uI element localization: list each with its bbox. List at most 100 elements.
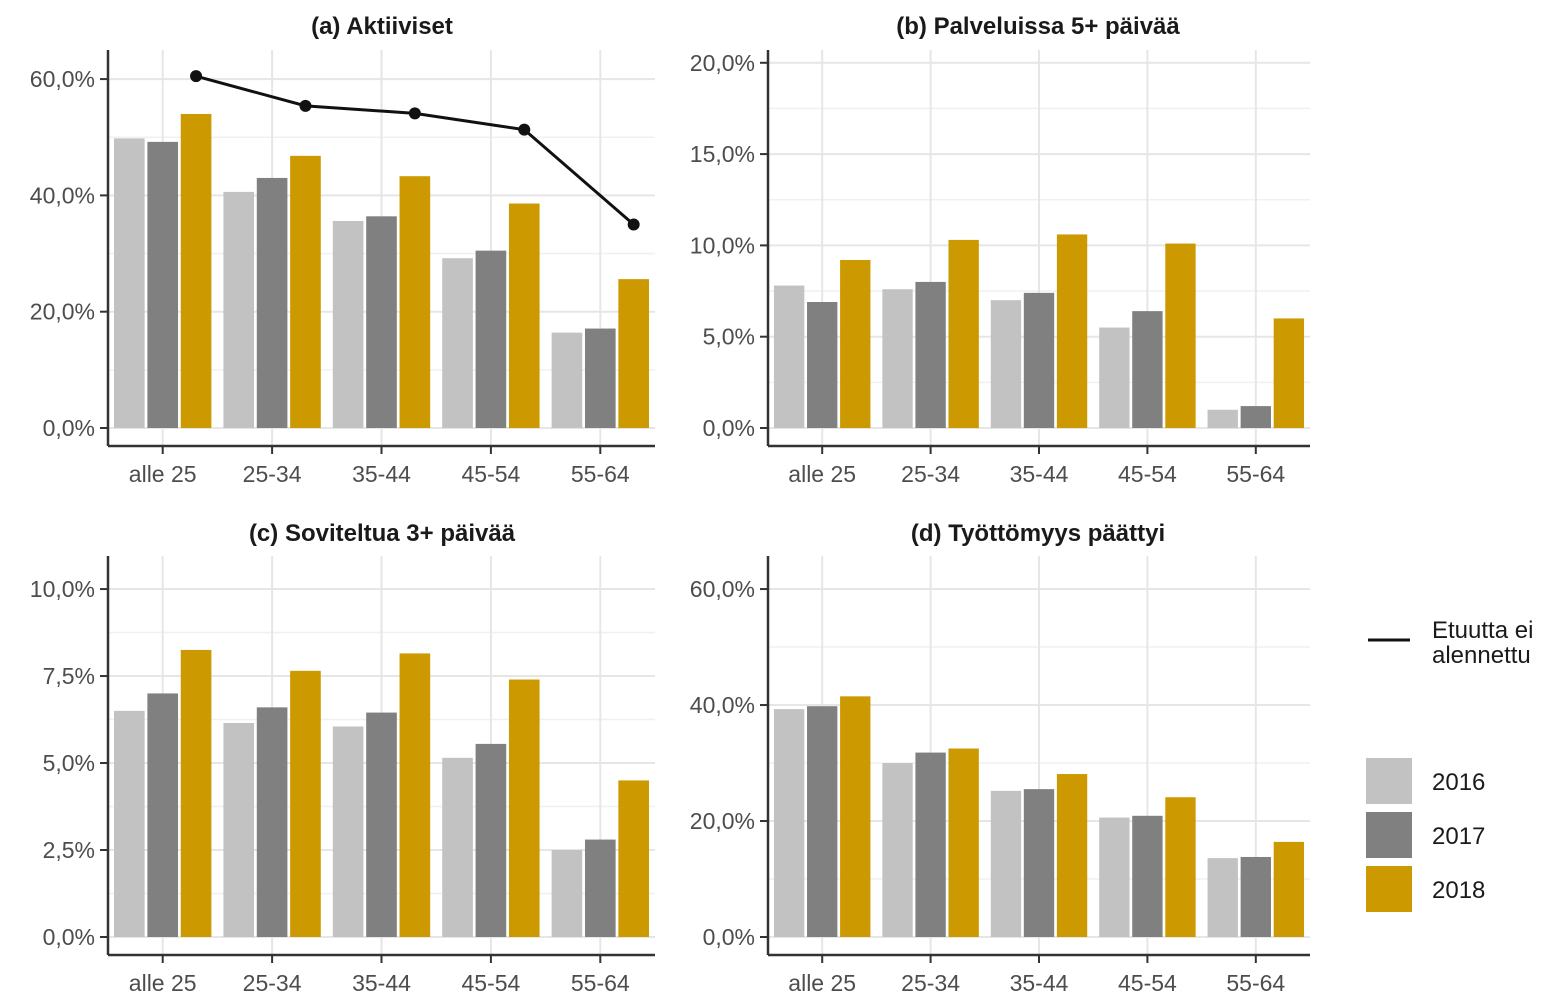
bar-2016-55-64 — [1207, 409, 1238, 428]
x-tick-label: alle 25 — [129, 461, 197, 487]
bar-2016-alle-25 — [114, 138, 145, 428]
x-tick-label: 45-54 — [461, 461, 520, 487]
x-tick-label: 25-34 — [243, 970, 302, 996]
bar-2017-45-54 — [1132, 311, 1163, 428]
bar-2017-alle-25 — [807, 706, 838, 937]
panel-title: (a) Aktiiviset — [311, 13, 453, 40]
bar-2018-45-54 — [508, 679, 540, 937]
y-tick-label: 40,0% — [690, 692, 755, 718]
bar-2017-35-44 — [1023, 789, 1055, 937]
panel-3: 0,0% 2,5% 5,0% 7,5% 10,0% alle 25 25-34 35-44 45… — [30, 520, 655, 996]
legend-key-2018 — [1366, 866, 1412, 912]
bar-2017-alle-25 — [147, 141, 179, 429]
bar-2017-35-44 — [366, 712, 397, 937]
bar-2017-55-64 — [1240, 406, 1271, 428]
x-tick-label: 35-44 — [1010, 970, 1069, 996]
bar-2018-35-44 — [399, 176, 431, 428]
bar-2016-25-34 — [223, 723, 255, 937]
y-tick-label: 15,0% — [690, 141, 755, 167]
line-point — [627, 218, 640, 231]
x-tick-label: 45-54 — [1118, 970, 1177, 996]
bar-2017-45-54 — [475, 250, 507, 428]
panel-title: (d) Työttömyys päättyi — [911, 520, 1165, 547]
bar-2016-45-54 — [442, 757, 473, 937]
bar-2018-45-54 — [508, 203, 540, 428]
panel-title: (c) Soviteltua 3+ päivää — [249, 520, 516, 547]
bar-2017-35-44 — [366, 216, 397, 428]
bar-2017-25-34 — [256, 177, 288, 428]
bar-2016-35-44 — [990, 790, 1022, 937]
x-tick-label: 35-44 — [352, 970, 411, 996]
bar-2018-55-64 — [1273, 841, 1305, 937]
y-tick-label: 10,0% — [30, 576, 95, 602]
bar-2018-alle-25 — [180, 649, 212, 937]
bar-2018-25-34 — [948, 748, 979, 937]
bar-2016-25-34 — [882, 763, 913, 937]
y-tick-label: 40,0% — [30, 182, 95, 208]
bar-2017-55-64 — [584, 328, 616, 428]
bar-2017-35-44 — [1023, 292, 1055, 428]
bar-2016-25-34 — [223, 191, 255, 428]
bar-2016-alle-25 — [114, 710, 145, 937]
y-tick-label: 0,0% — [703, 924, 755, 950]
bar-2018-55-64 — [1273, 318, 1305, 428]
bar-2017-25-34 — [256, 707, 288, 937]
x-tick-label: 35-44 — [1010, 461, 1069, 487]
bar-2016-55-64 — [1207, 858, 1238, 937]
bar-2016-45-54 — [442, 258, 473, 428]
x-tick-label: alle 25 — [788, 461, 856, 487]
bar-2017-55-64 — [1240, 856, 1271, 937]
legend-line-label: Etuutta ei — [1432, 617, 1533, 644]
y-tick-label: 60,0% — [690, 576, 755, 602]
bar-2018-55-64 — [618, 780, 649, 937]
panel-2: 0,0% 5,0% 10,0% 15,0% 20,0% alle 25 25-34 35-44… — [690, 13, 1310, 487]
bar-2016-alle-25 — [773, 709, 805, 937]
bar-2018-25-34 — [290, 670, 321, 937]
bar-2018-55-64 — [618, 279, 649, 428]
y-tick-label: 20,0% — [690, 50, 755, 76]
panel-1: 0,0% 20,0% 40,0% 60,0% alle 25 25-34 35-44 45-5… — [30, 13, 655, 487]
x-tick-label: 55-64 — [1226, 970, 1285, 996]
y-tick-label: 5,0% — [43, 750, 95, 776]
bar-2017-25-34 — [915, 752, 946, 937]
x-tick-label: 45-54 — [1118, 461, 1177, 487]
bar-2018-alle-25 — [180, 113, 212, 428]
x-tick-label: 55-64 — [571, 970, 630, 996]
line-point — [518, 123, 531, 136]
y-tick-label: 60,0% — [30, 66, 95, 92]
y-tick-label: 20,0% — [690, 808, 755, 834]
bar-2018-35-44 — [1056, 774, 1088, 937]
x-tick-label: 25-34 — [901, 970, 960, 996]
line-point — [299, 99, 312, 112]
legend-label-2018: 2018 — [1432, 877, 1485, 904]
bar-2016-45-54 — [1099, 327, 1130, 428]
y-tick-label: 10,0% — [690, 232, 755, 258]
y-tick-label: 7,5% — [43, 663, 95, 689]
bar-2016-45-54 — [1099, 817, 1130, 937]
bar-2016-55-64 — [551, 332, 583, 428]
legend-label-2016: 2016 — [1432, 769, 1485, 796]
y-tick-label: 0,0% — [43, 924, 95, 950]
x-tick-label: 55-64 — [571, 461, 630, 487]
bar-2016-35-44 — [990, 300, 1022, 428]
x-tick-label: 25-34 — [901, 461, 960, 487]
bar-2016-35-44 — [332, 726, 364, 937]
x-tick-label: alle 25 — [129, 970, 197, 996]
line-point — [190, 70, 203, 83]
bar-2018-25-34 — [948, 239, 979, 428]
x-tick-label: 45-54 — [461, 970, 520, 996]
bar-2018-alle-25 — [840, 260, 871, 428]
y-tick-label: 2,5% — [43, 837, 95, 863]
x-tick-label: 25-34 — [243, 461, 302, 487]
legend-key-2017 — [1366, 812, 1412, 858]
bar-2017-55-64 — [584, 839, 616, 937]
legend-key-2016 — [1366, 758, 1412, 804]
bar-2017-25-34 — [915, 281, 946, 428]
y-tick-label: 0,0% — [43, 415, 95, 441]
bar-2017-45-54 — [1132, 815, 1163, 937]
bar-2018-35-44 — [1056, 234, 1088, 428]
y-tick-label: 0,0% — [703, 415, 755, 441]
panel-title: (b) Palveluissa 5+ päivää — [896, 13, 1180, 40]
